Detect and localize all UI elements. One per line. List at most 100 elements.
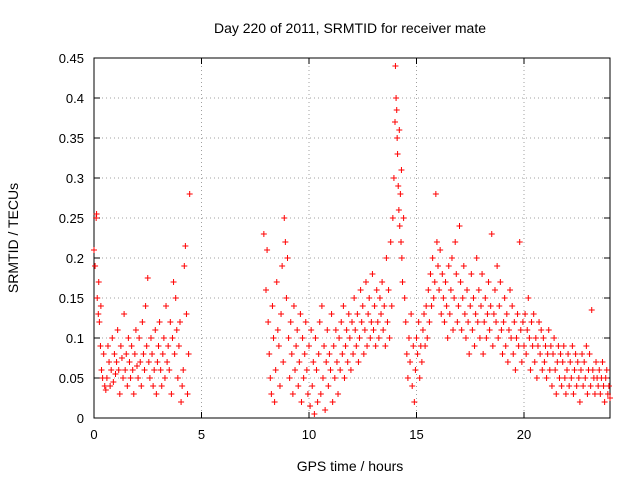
data-point	[398, 239, 405, 245]
data-point	[546, 367, 553, 373]
data-point	[143, 343, 150, 349]
data-point	[382, 343, 389, 349]
data-point	[161, 375, 168, 381]
data-point	[602, 375, 609, 381]
data-point	[558, 383, 565, 389]
data-point	[123, 351, 130, 357]
data-point	[368, 319, 375, 325]
data-point	[392, 119, 398, 125]
data-point	[385, 287, 392, 293]
data-point	[118, 355, 125, 361]
data-point	[564, 367, 570, 373]
data-point	[471, 343, 478, 349]
data-point	[392, 63, 399, 69]
data-point	[587, 383, 594, 389]
data-point	[498, 327, 505, 333]
data-point	[179, 383, 186, 389]
data-point	[302, 319, 309, 325]
data-point	[324, 327, 331, 333]
data-point	[469, 327, 476, 333]
data-point	[441, 319, 448, 325]
data-point	[547, 343, 554, 349]
data-point	[398, 167, 405, 173]
data-point	[542, 343, 549, 349]
data-point	[98, 367, 105, 373]
x-axis-label: GPS time / hours	[297, 458, 404, 474]
data-point	[519, 319, 526, 325]
data-point	[178, 399, 185, 405]
data-point	[436, 287, 443, 293]
data-point	[450, 327, 457, 333]
data-point	[106, 359, 113, 365]
data-point	[451, 295, 458, 301]
data-point	[518, 359, 525, 365]
data-point	[361, 327, 368, 333]
data-point	[396, 127, 403, 133]
data-point	[300, 375, 307, 381]
data-point	[433, 239, 440, 245]
data-point	[603, 367, 610, 373]
data-point	[375, 335, 382, 341]
data-point	[424, 335, 431, 341]
data-point	[503, 311, 510, 317]
data-point	[126, 359, 133, 365]
x-tick-label: 5	[198, 427, 205, 442]
data-point	[480, 351, 487, 357]
data-point	[501, 295, 508, 301]
data-point	[448, 255, 455, 261]
data-point	[370, 327, 377, 333]
data-point	[327, 367, 334, 373]
data-point	[412, 367, 419, 373]
data-point	[353, 343, 360, 349]
data-point	[323, 359, 330, 365]
data-point	[100, 351, 107, 357]
data-point	[314, 399, 321, 405]
data-point	[309, 383, 316, 389]
data-point	[278, 311, 285, 317]
data-point	[356, 335, 363, 341]
data-point	[284, 255, 291, 261]
data-point	[163, 303, 170, 309]
data-point	[409, 383, 416, 389]
data-point	[493, 319, 500, 325]
data-point	[264, 247, 271, 253]
data-point	[362, 279, 369, 285]
data-point	[544, 351, 551, 357]
data-point	[495, 335, 502, 341]
data-point	[507, 287, 514, 293]
data-point	[142, 303, 149, 309]
data-point	[319, 375, 326, 381]
data-point	[403, 351, 410, 357]
data-point	[307, 403, 314, 409]
data-point	[389, 215, 396, 221]
data-point	[396, 223, 403, 229]
data-point	[175, 343, 182, 349]
data-point	[604, 391, 611, 397]
data-point	[545, 327, 552, 333]
data-point	[597, 391, 604, 397]
data-points	[91, 63, 613, 417]
data-point	[579, 351, 586, 357]
data-point	[496, 303, 503, 309]
data-point	[299, 335, 306, 341]
data-point	[393, 95, 400, 101]
data-point	[464, 287, 471, 293]
data-point	[114, 327, 121, 333]
data-point	[575, 375, 582, 381]
data-point	[181, 263, 188, 269]
x-tick-label: 0	[90, 427, 97, 442]
data-point	[185, 351, 192, 357]
data-point	[515, 343, 522, 349]
data-point	[372, 343, 379, 349]
data-point	[174, 375, 181, 381]
data-point	[462, 335, 469, 341]
data-point	[445, 263, 452, 269]
data-point	[437, 247, 444, 253]
data-point	[509, 303, 516, 309]
data-point	[593, 359, 600, 365]
data-point	[531, 359, 538, 365]
data-point	[112, 371, 119, 377]
data-point	[393, 107, 400, 113]
data-point	[338, 319, 345, 325]
